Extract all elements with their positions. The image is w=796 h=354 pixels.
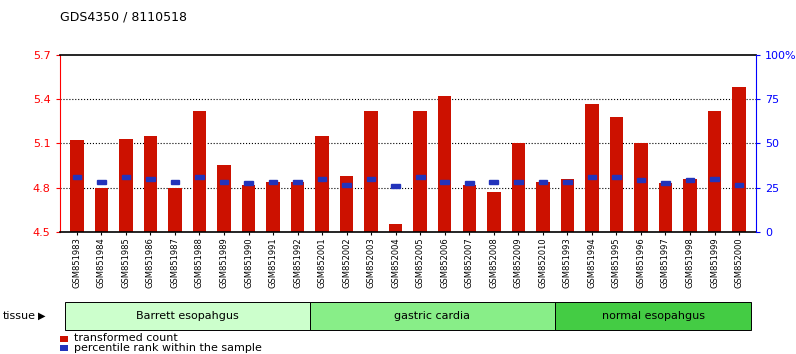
Bar — [367, 177, 376, 181]
Bar — [416, 176, 424, 179]
Bar — [661, 181, 669, 185]
Bar — [72, 176, 81, 179]
Bar — [195, 176, 204, 179]
Bar — [193, 111, 206, 232]
Bar — [612, 176, 621, 179]
Bar — [95, 188, 108, 232]
Bar — [119, 139, 133, 232]
Bar — [318, 177, 326, 181]
Bar — [438, 96, 451, 232]
Bar — [440, 180, 449, 184]
Text: ▶: ▶ — [38, 311, 45, 321]
Bar — [389, 224, 403, 232]
Bar — [144, 136, 157, 232]
Bar — [610, 117, 623, 232]
Bar — [70, 141, 84, 232]
Text: transformed count: transformed count — [73, 333, 178, 343]
Bar — [539, 180, 547, 184]
Bar — [683, 179, 696, 232]
Bar — [291, 182, 304, 232]
Bar — [514, 180, 523, 184]
Bar — [122, 176, 131, 179]
Bar — [244, 181, 253, 185]
Bar — [342, 183, 351, 187]
Bar — [490, 180, 498, 184]
Bar — [585, 103, 599, 232]
Bar — [735, 183, 743, 187]
Bar — [587, 176, 596, 179]
Bar — [685, 178, 694, 182]
Bar — [97, 180, 106, 184]
Bar — [60, 336, 68, 342]
Text: normal esopahgus: normal esopahgus — [602, 311, 704, 321]
Bar — [732, 87, 746, 232]
Bar — [634, 143, 648, 232]
FancyBboxPatch shape — [64, 302, 310, 330]
Bar — [462, 185, 476, 232]
Bar — [242, 185, 256, 232]
Bar — [487, 192, 501, 232]
Text: GDS4350 / 8110518: GDS4350 / 8110518 — [60, 11, 187, 24]
Bar — [710, 177, 719, 181]
Bar — [168, 188, 181, 232]
Text: tissue: tissue — [2, 311, 35, 321]
Bar — [293, 180, 302, 184]
Bar — [146, 177, 154, 181]
Bar — [170, 180, 179, 184]
Bar — [637, 178, 646, 182]
Bar — [413, 111, 427, 232]
FancyBboxPatch shape — [310, 302, 555, 330]
Bar — [267, 182, 280, 232]
Bar — [220, 180, 228, 184]
Bar — [217, 165, 231, 232]
Bar — [512, 143, 525, 232]
Bar — [536, 182, 549, 232]
Bar — [560, 179, 574, 232]
Bar — [365, 111, 378, 232]
Bar — [340, 176, 353, 232]
FancyBboxPatch shape — [555, 302, 751, 330]
Text: percentile rank within the sample: percentile rank within the sample — [73, 343, 262, 353]
Bar — [269, 180, 277, 184]
Bar — [392, 184, 400, 188]
Bar — [315, 136, 329, 232]
Bar — [659, 183, 672, 232]
Text: Barrett esopahgus: Barrett esopahgus — [136, 311, 239, 321]
Text: gastric cardia: gastric cardia — [395, 311, 470, 321]
Bar — [708, 111, 721, 232]
Bar — [465, 181, 474, 185]
Bar — [563, 180, 572, 184]
Bar — [60, 346, 68, 351]
